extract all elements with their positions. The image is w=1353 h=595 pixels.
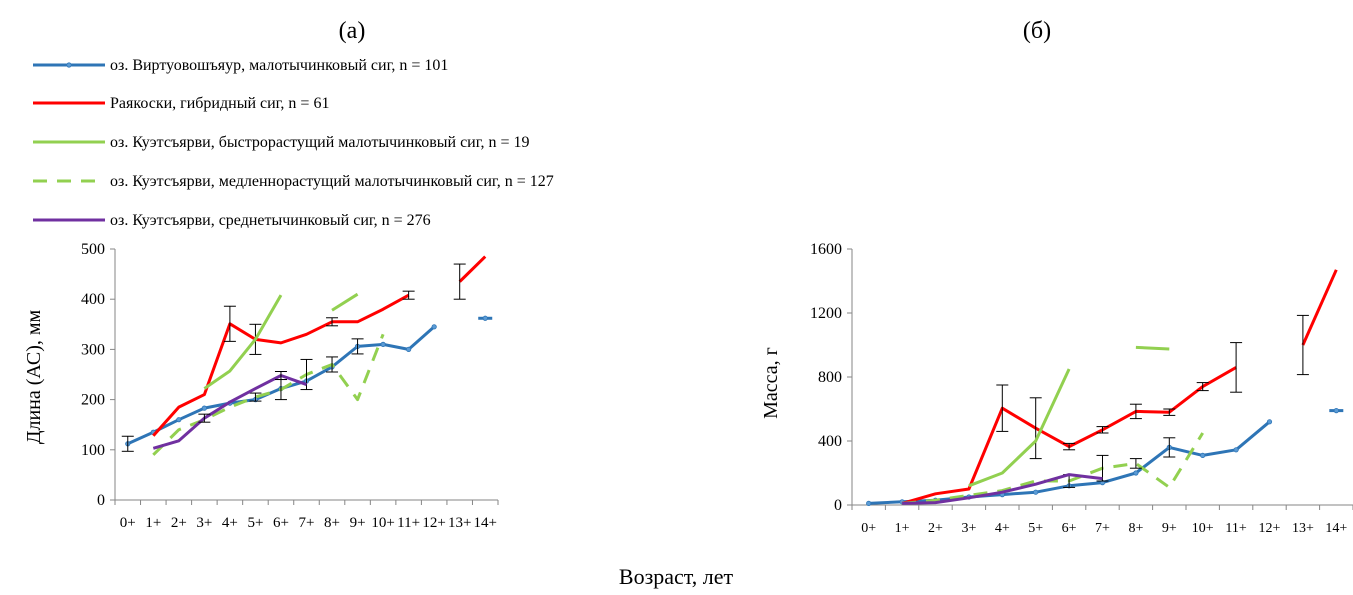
- series-1-marker-b: [1133, 470, 1139, 476]
- series-1-marker-a: [380, 341, 386, 347]
- x-tick-label-b: 4+: [995, 521, 1010, 536]
- x-tick-label-b: 7+: [1095, 521, 1110, 536]
- legend: оз. Виртуовошъяур, малотычинковый сиг, n…: [33, 57, 554, 229]
- x-tick-label-a: 8+: [324, 515, 340, 531]
- series-5-line-b: [902, 473, 1103, 505]
- y-tick-label-b: 400: [818, 433, 842, 450]
- series-4-line-b: [901, 432, 1204, 505]
- x-tick-label-b: 5+: [1028, 521, 1043, 536]
- legend-label-3: оз. Куэтсъярви, быстрорастущий малотычин…: [110, 134, 530, 151]
- legend-marker-1: [66, 62, 72, 68]
- x-tick-label-b: 3+: [961, 521, 976, 536]
- y-axis-title-b: Масса, г: [760, 347, 782, 419]
- series-1-marker-b: [1033, 489, 1039, 495]
- legend-label-4: оз. Куэтсъярви, медленнорастущий малотыч…: [110, 173, 554, 190]
- x-tick-label-a: 4+: [222, 515, 238, 531]
- series-2-line-b: [1301, 269, 1338, 346]
- series-3-line-a: [203, 294, 283, 390]
- y-tick-label-b: 800: [818, 369, 842, 386]
- legend-label-2: Раякоски, гибридный сиг, n = 61: [110, 95, 329, 112]
- legend-label-1: оз. Виртуовошъяур, малотычинковый сиг, n…: [110, 57, 448, 74]
- x-tick-label-b: 2+: [928, 521, 943, 536]
- x-tick-label-a: 1+: [145, 515, 161, 531]
- series-1-marker-b: [1333, 407, 1339, 414]
- x-tick-label-b: 6+: [1062, 521, 1077, 536]
- x-tick-label-b: 8+: [1128, 521, 1143, 536]
- x-tick-label-b: 12+: [1259, 521, 1281, 536]
- x-tick-label-b: 10+: [1192, 521, 1214, 536]
- x-tick-label-a: 5+: [247, 515, 263, 531]
- x-tick-label-b: 1+: [895, 521, 910, 536]
- series-3-line-b: [968, 368, 1071, 488]
- x-tick-label-b: 9+: [1162, 521, 1177, 536]
- series-1-marker-a: [482, 315, 488, 321]
- series-1-marker-b: [1266, 419, 1273, 425]
- series-3-extra-segment-a: [331, 292, 359, 312]
- x-tick-label-a: 11+: [397, 515, 420, 531]
- y-tick-label-a: 0: [97, 492, 105, 509]
- series-1-marker-b: [866, 500, 872, 506]
- y-axis-title-a: Длина (АС), мм: [23, 309, 45, 444]
- x-tick-label-a: 9+: [350, 515, 366, 531]
- x-tick-label-a: 12+: [422, 515, 445, 531]
- series-3-extra-segment-b: [1135, 345, 1170, 351]
- series-1-marker-b: [1200, 452, 1206, 458]
- x-axis-title: Возраст, лет: [619, 564, 734, 589]
- x-tick-label-a: 6+: [273, 515, 289, 531]
- x-tick-label-a: 13+: [448, 515, 471, 531]
- x-tick-label-a: 10+: [371, 515, 394, 531]
- y-tick-label-a: 300: [81, 341, 105, 358]
- series-1-marker-a: [406, 346, 412, 352]
- y-tick-label-b: 1600: [810, 241, 842, 258]
- y-tick-label-a: 200: [81, 392, 105, 409]
- series-2-line-a: [458, 255, 487, 283]
- y-tick-label-a: 100: [81, 442, 105, 459]
- panel-label-a: (а): [339, 18, 366, 44]
- x-tick-label-b: 13+: [1292, 521, 1314, 536]
- y-tick-label-a: 400: [81, 291, 105, 308]
- x-tick-label-a: 7+: [299, 515, 315, 531]
- x-tick-label-a: 0+: [120, 515, 136, 531]
- series-4-line-a: [152, 333, 385, 456]
- panel-label-b: (б): [1023, 18, 1051, 44]
- y-tick-label-b: 0: [834, 497, 842, 514]
- series-2-line-a: [152, 293, 410, 437]
- series-1-marker-b: [1233, 447, 1239, 453]
- x-tick-label-b: 0+: [861, 521, 876, 536]
- series-1-marker-a: [176, 417, 182, 423]
- panel-b-plot: 0 400 800 1200 1600 0+ 1+ 2+ 3+ 4+ 5+ 6+ 7+ 8+ 9+ 10+ 11…: [810, 241, 1353, 536]
- series-1-marker-a: [201, 405, 207, 411]
- series-1-line-b: [868, 420, 1271, 505]
- x-tick-label-b: 11+: [1225, 521, 1246, 536]
- x-tick-label-a: 14+: [473, 515, 496, 531]
- legend-label-5: оз. Куэтсъярви, среднетычинковый сиг, n …: [110, 212, 431, 229]
- x-tick-label-a: 2+: [171, 515, 187, 531]
- x-tick-label-a: 3+: [196, 515, 212, 531]
- y-tick-label-b: 1200: [810, 305, 842, 322]
- x-tick-label-b: 14+: [1325, 521, 1347, 536]
- series-1-marker-a: [431, 324, 437, 330]
- y-tick-label-a: 500: [81, 241, 105, 258]
